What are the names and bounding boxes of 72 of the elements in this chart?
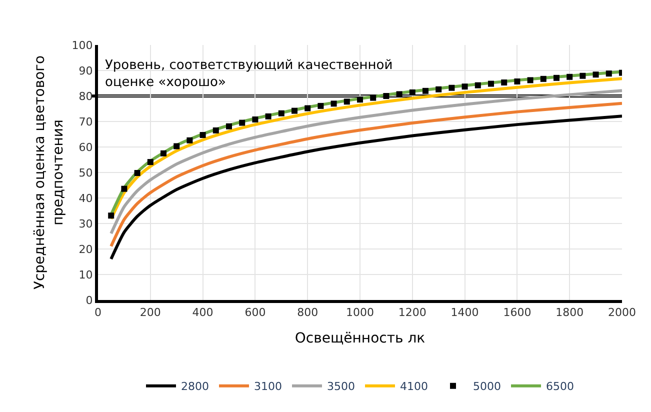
y-tick-label: 10 [78,268,93,282]
x-tick-label: 200 [140,306,161,320]
point [304,105,311,112]
point [344,98,350,105]
line-series [110,102,622,248]
point [252,116,258,122]
legend-label: 4100 [400,380,428,394]
point [200,132,206,138]
y-tick-label: 40 [78,192,93,205]
legend-label: 3100 [254,380,282,394]
point [186,137,193,144]
point [292,108,298,114]
point [330,100,337,107]
x-tick-label: 1000 [346,306,374,320]
y-tick-label: 20 [78,242,93,256]
y-tick-label: 80 [78,90,93,103]
x-tick-label: 1400 [450,306,479,320]
y-tick-label: 50 [78,166,93,180]
x-tick-label: 2000 [608,306,636,320]
line-series [110,114,622,260]
y-tick-label: 30 [78,217,93,230]
point [409,89,416,96]
point [527,77,534,84]
point [108,212,114,219]
point [462,84,468,90]
y-tick-label: 60 [78,140,93,154]
point [318,102,324,109]
point [606,70,612,77]
point [592,72,599,78]
point [212,127,219,134]
x-tick-label: 1200 [398,306,426,320]
x-tick-label: 400 [192,306,214,320]
point [147,159,154,166]
point [422,88,428,94]
point [540,76,546,82]
point [121,186,128,192]
point [448,84,455,91]
y-tick-label: 100 [72,38,93,52]
y-tick-label: 70 [78,115,93,128]
x-tick-label: 1800 [556,306,584,320]
point [134,170,140,176]
point [174,143,180,150]
line-series [110,89,622,235]
legend-label: 6500 [546,380,574,394]
x-tick-label: 800 [297,306,318,320]
x-tick-label: 600 [244,306,266,320]
ref-line-label: Уровень, соответствующий качественной оценке «хорошо» [105,58,393,90]
point [566,74,573,80]
y-axis-title: Усреднённая оценка цветового предпочтения [32,55,66,290]
x-tick-label: 1600 [503,306,532,320]
point [278,110,284,116]
point [160,150,166,156]
point [265,113,272,120]
point [514,78,520,84]
legend-label: 2800 [181,380,209,394]
legend-label: 3500 [327,380,355,394]
point [370,94,376,101]
point [474,82,481,88]
point [488,80,494,87]
point [239,120,246,126]
y-tick-label: 90 [78,64,93,78]
y-tick-label: 0 [86,294,93,307]
point [357,96,363,103]
point [436,86,442,92]
point [226,123,232,130]
x-axis-title: Освещённость лк [294,330,426,346]
x-tick-label: 0 [94,306,102,320]
legend-label: 5000 [473,380,501,394]
point [383,93,390,99]
point [554,74,560,81]
point [580,72,586,79]
point [501,79,508,86]
